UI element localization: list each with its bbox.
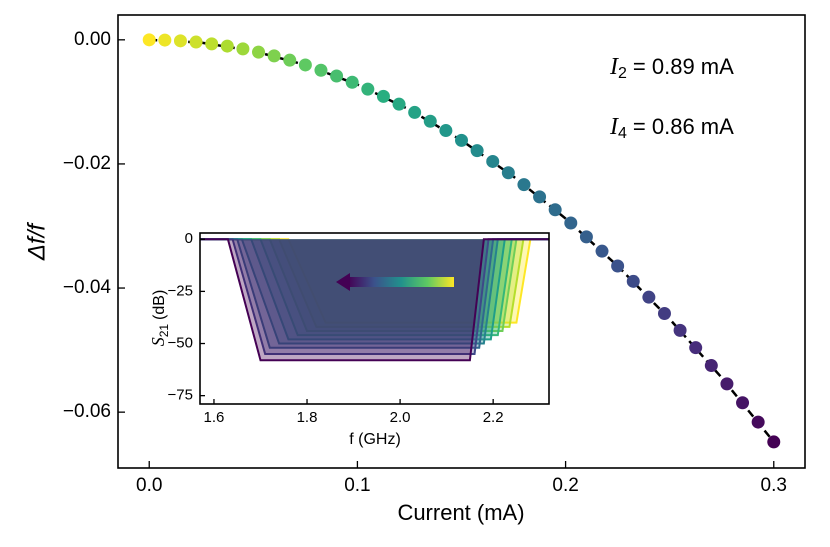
data-point [298, 58, 312, 72]
data-point [720, 377, 734, 391]
x-tick-label: 0.3 [761, 475, 787, 496]
y-axis-label: Δf/f [23, 222, 50, 261]
data-point [533, 190, 547, 204]
trace-fill [200, 239, 549, 340]
data-point [751, 415, 765, 429]
data-point [736, 396, 750, 410]
annotation-symbol: I [609, 54, 619, 80]
data-point [439, 124, 453, 138]
y-tick-label: −0.02 [63, 153, 111, 174]
data-point [314, 63, 328, 77]
plot-area [200, 238, 549, 362]
data-point [173, 34, 187, 48]
data-point [392, 97, 406, 111]
data-point [642, 290, 656, 304]
inset-x-axis-label: f (GHz) [349, 431, 401, 448]
data-point [517, 178, 531, 192]
annotation-subscript: 4 [618, 125, 627, 142]
data-point [470, 144, 484, 158]
x-tick-label: 1.6 [204, 409, 225, 426]
x-tick-label: 0.2 [552, 475, 578, 496]
plot-area [142, 33, 781, 449]
data-point [236, 42, 250, 56]
trace-fill [200, 239, 549, 348]
data-point [330, 69, 344, 83]
y-tick-label: −0.06 [63, 401, 111, 422]
annotation-text: = 0.86 mA [633, 114, 734, 139]
inset-y-symbol: S [148, 337, 168, 346]
data-point [548, 203, 562, 217]
data-point [220, 39, 234, 53]
data-point [252, 45, 266, 59]
x-tick-label: 1.8 [297, 409, 318, 426]
axes: 0.0 0.1 0.2 0.3 0.00 −0.02 −0.04 −0.06 [63, 14, 806, 496]
data-point [376, 89, 390, 103]
data-point [486, 154, 500, 168]
annotation: I2 = 0.89 mA [609, 54, 734, 83]
inset-y-subscript: 21 [157, 324, 171, 338]
data-point [158, 33, 172, 47]
data-point [704, 359, 718, 373]
inset-y-text: (dB) [151, 290, 168, 320]
data-point [657, 306, 671, 320]
y-tick-label: 0.00 [74, 29, 111, 50]
annotation: I4 = 0.86 mA [609, 114, 734, 143]
y-tick-label: −75 [168, 387, 193, 404]
data-point [611, 259, 625, 273]
data-point [501, 166, 515, 180]
x-tick-label: 0.1 [344, 475, 370, 496]
axes: 1.6 1.8 2.0 2.2 0 −25 −50 −75 [168, 230, 550, 426]
trace-fill [200, 239, 549, 354]
y-tick-label: −50 [168, 334, 193, 351]
axes-frame [199, 232, 550, 405]
trace-fill [200, 239, 549, 361]
x-tick-label: 2.0 [390, 409, 411, 426]
annotation-symbol: I [609, 114, 619, 140]
x-tick-label: 2.2 [483, 409, 504, 426]
data-point [205, 37, 219, 51]
data-point [423, 114, 437, 128]
y-tick-label: 0 [185, 230, 193, 247]
data-point [267, 49, 281, 63]
annotation-subscript: 2 [618, 65, 627, 82]
data-point [361, 82, 375, 96]
y-tick-label: −0.04 [63, 277, 112, 298]
data-point [345, 75, 359, 89]
data-point [595, 244, 609, 258]
annotation-text: = 0.89 mA [633, 54, 734, 79]
data-point [579, 230, 593, 244]
data-point [283, 53, 297, 67]
data-point [142, 33, 156, 47]
data-point [673, 323, 687, 337]
data-point [408, 105, 422, 119]
axes-frame [117, 14, 806, 469]
inset-y-axis-label: S21 (dB) [148, 290, 171, 347]
data-point [767, 435, 781, 449]
y-tick-label: −25 [168, 282, 193, 299]
data-point [626, 274, 640, 288]
data-point [455, 133, 468, 147]
data-point [689, 341, 703, 355]
arrow-head [336, 273, 350, 291]
x-tick-label: 0.0 [136, 475, 162, 496]
data-point [564, 216, 578, 230]
x-axis-label: Current (mA) [397, 500, 524, 525]
arrow-body [348, 277, 454, 287]
trace-fill [200, 239, 549, 336]
trace [200, 238, 549, 362]
trace-fill [200, 239, 549, 344]
data-point [189, 35, 203, 49]
